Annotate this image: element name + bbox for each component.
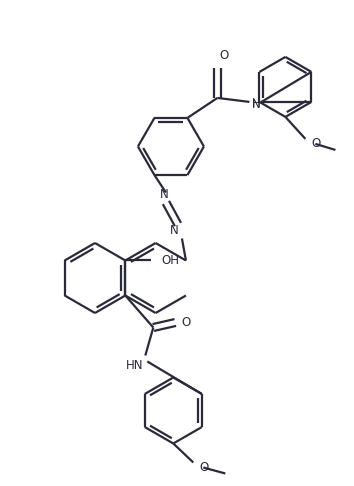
Text: OH: OH [161,254,179,267]
Text: O: O [312,138,321,151]
Text: HN: HN [126,359,143,372]
Text: N: N [170,224,178,237]
Text: N: N [251,98,260,111]
Text: H: H [251,97,260,110]
Text: N: N [160,188,168,201]
Text: O: O [199,461,209,474]
Text: O: O [181,316,190,329]
Text: O: O [219,50,229,62]
